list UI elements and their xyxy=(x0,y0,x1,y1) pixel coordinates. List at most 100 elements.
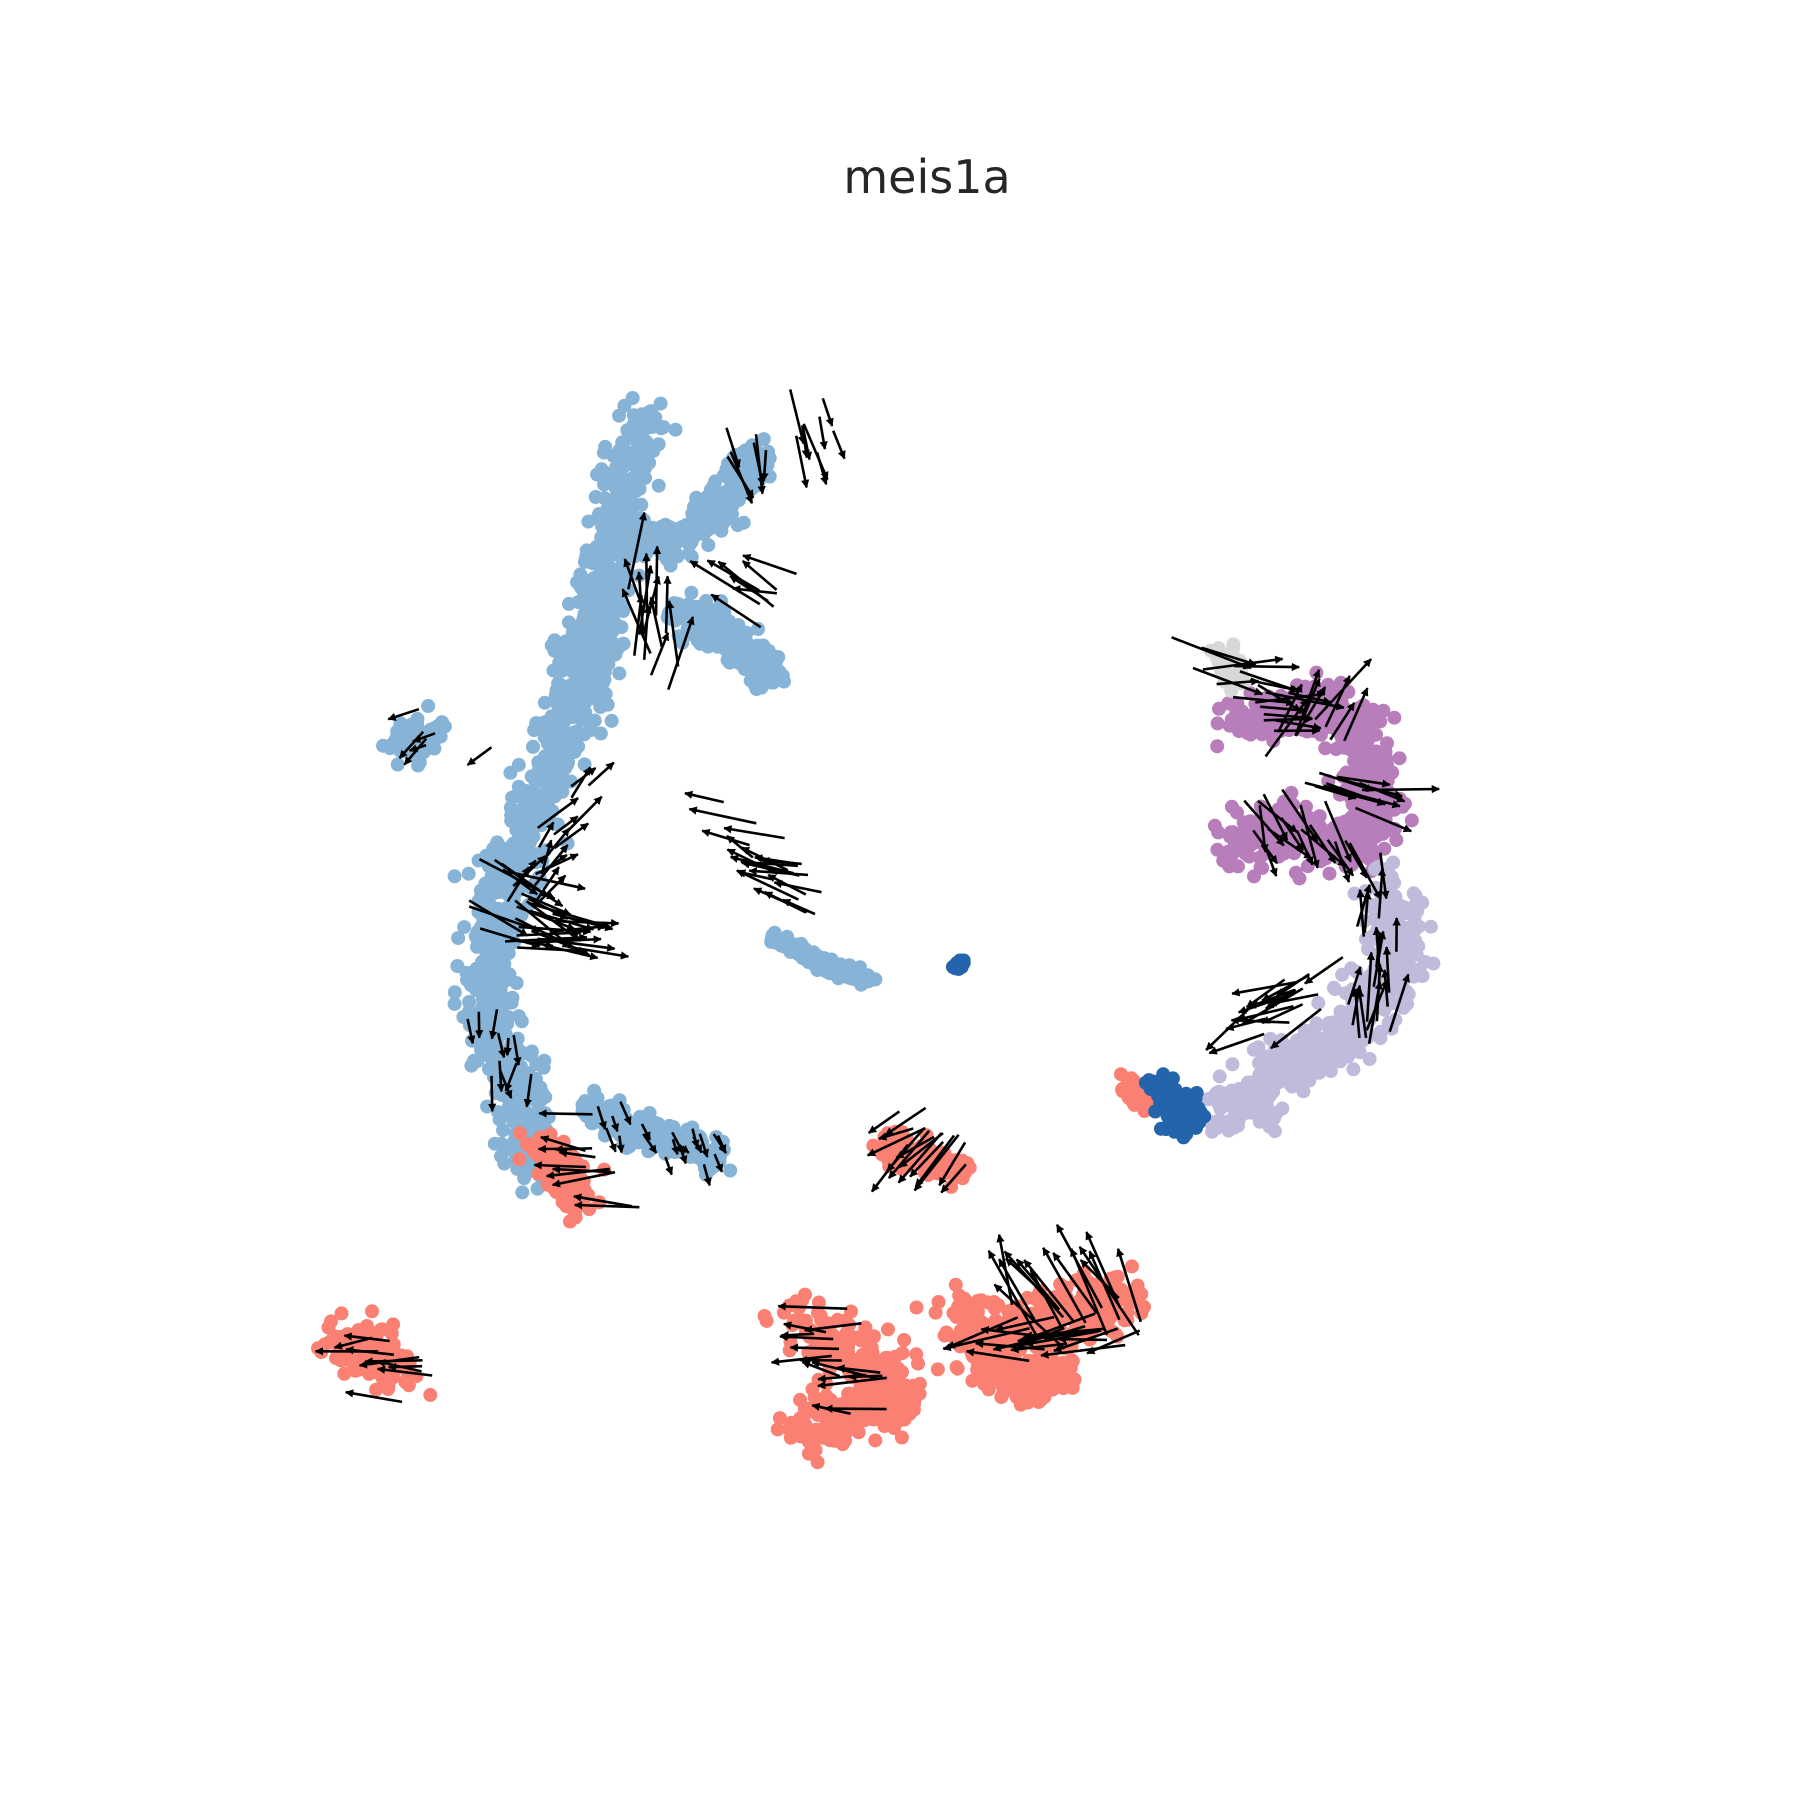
cell-point xyxy=(484,868,499,883)
cell-point xyxy=(668,422,683,437)
cell-point xyxy=(585,1116,600,1131)
cell-point xyxy=(540,736,555,751)
cell-point xyxy=(644,404,659,419)
cell-point xyxy=(680,603,694,618)
cell-point xyxy=(837,1330,852,1345)
cell-point xyxy=(909,1300,924,1315)
cell-point xyxy=(702,504,717,519)
plot-area xyxy=(311,389,1441,1470)
velocity-arrow xyxy=(789,1343,840,1352)
cell-point xyxy=(1262,1089,1277,1104)
cell-point xyxy=(1147,1078,1162,1093)
cell-point xyxy=(563,738,578,753)
cell-point xyxy=(1311,995,1326,1010)
cell-point xyxy=(549,683,564,698)
cell-point xyxy=(1322,866,1337,881)
cell-point xyxy=(838,1433,852,1448)
velocity-arrow xyxy=(831,430,846,460)
cell-point xyxy=(1210,842,1225,857)
cell-point xyxy=(398,1374,413,1389)
cell-point xyxy=(557,636,572,651)
cell-point xyxy=(552,746,567,760)
cell-point xyxy=(604,713,619,728)
cell-point xyxy=(564,1199,579,1214)
cell-point xyxy=(597,475,612,489)
cell-point xyxy=(331,1337,346,1351)
cell-point xyxy=(505,990,520,1005)
cell-point xyxy=(807,1390,822,1405)
cell-point xyxy=(634,497,649,512)
velocity-arrow xyxy=(688,806,757,825)
cell-point xyxy=(1034,1365,1049,1380)
cell-point xyxy=(859,1353,874,1368)
cell-point xyxy=(532,761,547,776)
cell-point xyxy=(808,1423,823,1438)
cell-point xyxy=(1220,1115,1235,1130)
cell-point xyxy=(513,1072,528,1087)
cell-point xyxy=(909,1347,924,1362)
cell-point xyxy=(615,531,630,546)
cell-point xyxy=(619,545,634,559)
cell-point xyxy=(1180,1110,1195,1125)
cell-point xyxy=(590,659,605,674)
cell-point xyxy=(1423,919,1438,934)
cell-point xyxy=(793,943,807,958)
cell-point xyxy=(522,836,537,851)
cell-point xyxy=(557,648,572,663)
cell-point xyxy=(542,712,557,727)
cell-point xyxy=(521,1138,536,1153)
cell-point xyxy=(868,1433,883,1448)
cell-point xyxy=(754,648,768,663)
cell-point xyxy=(427,741,442,756)
cell-point xyxy=(653,396,668,411)
cell-point xyxy=(690,510,705,525)
cell-point xyxy=(518,784,533,798)
cell-point xyxy=(1210,716,1225,731)
velocity-arrow xyxy=(788,389,806,445)
cell-point xyxy=(784,1415,799,1430)
cell-point xyxy=(1353,742,1368,757)
cell-point xyxy=(1001,1304,1016,1319)
cell-point xyxy=(668,531,683,546)
cell-point xyxy=(937,1328,952,1343)
cell-point xyxy=(854,1333,868,1348)
velocity-arrow xyxy=(847,1372,883,1381)
cell-point xyxy=(898,1393,913,1408)
cell-point xyxy=(1359,763,1373,778)
cell-point xyxy=(477,983,492,998)
cell-point xyxy=(1316,706,1330,721)
cell-point xyxy=(608,647,623,662)
cell-point xyxy=(712,602,726,617)
cell-point xyxy=(1148,1104,1163,1119)
cell-point xyxy=(334,1306,349,1321)
cell-point xyxy=(720,653,735,668)
cell-point xyxy=(1224,799,1239,814)
cell-point xyxy=(514,1014,529,1029)
cell-point xyxy=(1249,1080,1264,1095)
cell-point xyxy=(591,1098,606,1113)
velocity-arrow xyxy=(587,761,615,787)
velocity-arrow xyxy=(684,790,724,804)
cell-point xyxy=(606,449,621,463)
velocity-arrow xyxy=(387,1362,423,1372)
velocity-arrow xyxy=(742,554,797,576)
cell-point xyxy=(883,1390,898,1405)
cell-point xyxy=(1307,1042,1322,1057)
cell-point xyxy=(743,466,758,481)
cell-point xyxy=(1378,744,1393,759)
cell-point xyxy=(812,953,826,968)
velocity-arrow xyxy=(818,416,828,450)
cell-point xyxy=(948,961,963,976)
cell-point xyxy=(930,1362,945,1377)
cell-point xyxy=(754,680,769,695)
cell-point xyxy=(1397,900,1412,915)
cell-point xyxy=(592,507,607,521)
cell-point xyxy=(634,421,649,436)
velocity-arrow xyxy=(487,1075,497,1113)
cell-point xyxy=(587,713,602,728)
cell-point xyxy=(619,450,634,465)
cell-point xyxy=(337,1366,352,1381)
cell-point xyxy=(680,523,695,538)
cell-point xyxy=(1124,1259,1139,1274)
cell-point xyxy=(527,1085,542,1100)
